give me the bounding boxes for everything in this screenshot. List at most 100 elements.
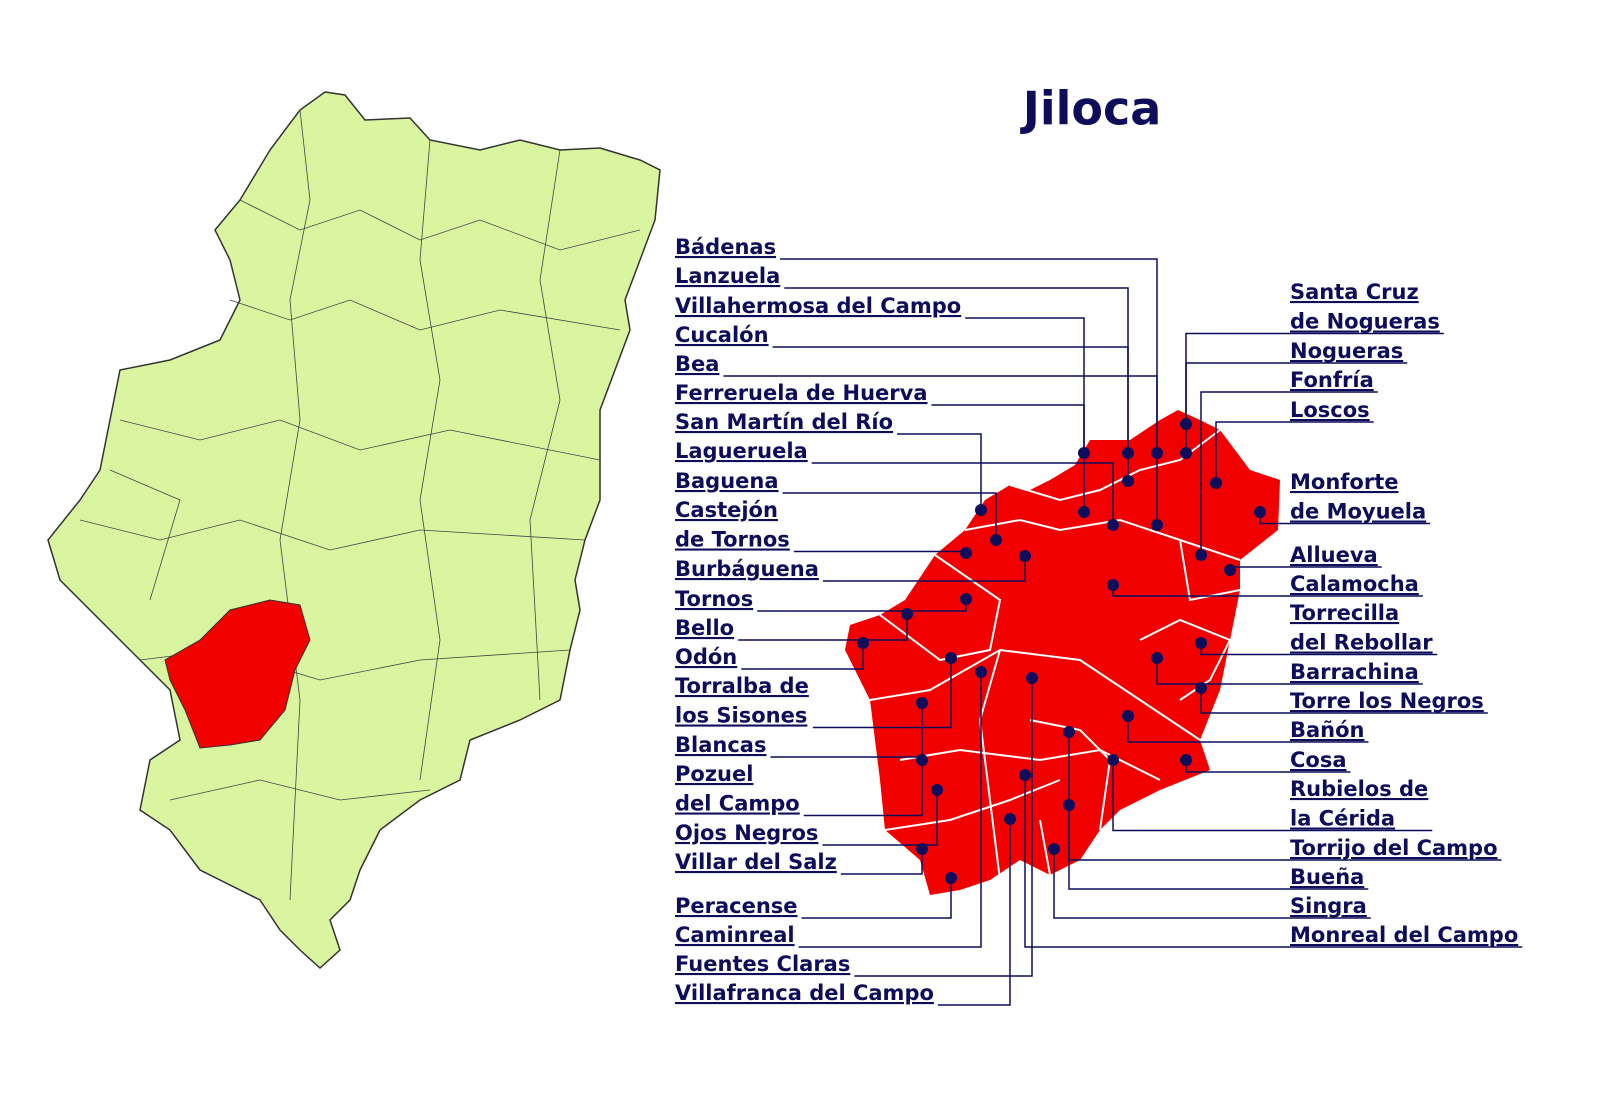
place-label: Odón — [675, 645, 737, 669]
label-line: Cucalón — [675, 323, 769, 347]
place-dot — [1048, 843, 1060, 855]
leader-line — [897, 433, 982, 510]
jiloca-region — [845, 410, 1280, 895]
label-line: los Sisones — [675, 704, 807, 728]
title: Jiloca — [1020, 82, 1162, 136]
label-line: Villar del Salz — [675, 850, 837, 874]
label-line: Villahermosa del Campo — [675, 294, 961, 318]
label-line: la Cérida — [1290, 807, 1395, 831]
place-label: Villafranca del Campo — [675, 981, 934, 1005]
place-label: Ojos Negros — [675, 821, 818, 845]
place-label: Villahermosa del Campo — [675, 294, 961, 318]
place-label: Loscos — [1290, 398, 1370, 422]
label-line: Bádenas — [675, 235, 776, 259]
label-line: Burbáguena — [675, 557, 819, 581]
place-dot — [960, 593, 972, 605]
place-label: Lagueruela — [675, 439, 808, 463]
aragon — [47, 91, 661, 970]
label-line: Fuentes Claras — [675, 952, 850, 976]
leader-line — [1068, 805, 1369, 890]
place-dot — [1151, 519, 1163, 531]
leader-line — [1053, 849, 1371, 919]
leader-line — [723, 375, 1158, 525]
label-line: Singra — [1290, 894, 1367, 918]
place-dot — [1107, 754, 1119, 766]
place-label: Santa Cruz de Nogueras — [1290, 280, 1440, 334]
label-line: Bello — [675, 616, 734, 640]
place-dot — [1019, 769, 1031, 781]
label-line: Bueña — [1290, 865, 1364, 889]
place-label: Fuentes Claras — [675, 952, 850, 976]
place-label: Torralba de los Sisones — [675, 674, 809, 728]
place-dot — [1122, 710, 1134, 722]
place-label: Nogueras — [1290, 339, 1403, 363]
leader-line — [1127, 716, 1369, 743]
jiloca-borders — [869, 429, 1241, 881]
place-dot — [857, 637, 869, 649]
place-label: Baguena — [675, 469, 779, 493]
label-line: Monforte — [1290, 470, 1398, 494]
place-dot — [1107, 519, 1119, 531]
place-label: Ferreruela de Huerva — [675, 381, 928, 405]
place-dot — [1195, 682, 1207, 694]
label-line: Allueva — [1290, 543, 1378, 567]
place-label: Caminreal — [675, 923, 795, 947]
leader-line — [854, 678, 1033, 977]
place-label: Monforte de Moyuela — [1290, 470, 1426, 524]
label-line: de Moyuela — [1290, 500, 1426, 524]
leader-line — [1024, 775, 1523, 948]
place-dot — [1195, 637, 1207, 649]
leader-line — [1229, 566, 1382, 570]
place-label: Singra — [1290, 894, 1367, 918]
label-line: del Rebollar — [1290, 631, 1433, 655]
label-line: Pozuel — [675, 762, 753, 786]
place-label: Fonfría — [1290, 368, 1374, 392]
label-line: Rubielos de — [1290, 777, 1428, 801]
place-label: Allueva — [1290, 543, 1378, 567]
place-dot — [1195, 549, 1207, 561]
place-dot — [916, 843, 928, 855]
place-label: Blancas — [675, 733, 766, 757]
label-line: Peracense — [675, 894, 798, 918]
place-dot — [1063, 726, 1075, 738]
place-dot — [975, 504, 987, 516]
label-line: Monreal del Campo — [1290, 923, 1518, 947]
place-label: Burbáguena — [675, 557, 819, 581]
label-line: Caminreal — [675, 923, 795, 947]
place-label: Castejón de Tornos — [675, 498, 790, 552]
place-label: Bello — [675, 616, 734, 640]
leader-line — [822, 556, 1026, 582]
label-line: San Martín del Río — [675, 410, 893, 434]
place-dot — [990, 534, 1002, 546]
place-dot — [931, 784, 943, 796]
leader-line — [1200, 688, 1488, 714]
place-label: Villar del Salz — [675, 850, 837, 874]
place-dot — [901, 608, 913, 620]
place-label: Bea — [675, 352, 719, 376]
leader-line — [1112, 760, 1433, 832]
leader-line — [937, 819, 1011, 1006]
place-dot — [945, 872, 957, 884]
place-dot — [1224, 564, 1236, 576]
place-label: Cosa — [1290, 748, 1347, 772]
place-label: Tornos — [675, 587, 753, 611]
place-dot — [1180, 447, 1192, 459]
leader-line — [812, 658, 952, 729]
label-line: Fonfría — [1290, 368, 1374, 392]
place-dot — [1078, 506, 1090, 518]
leader-line — [1185, 362, 1408, 424]
place-label: Torrecilla del Rebollar — [1290, 601, 1433, 655]
label-line: Ferreruela de Huerva — [675, 381, 928, 405]
leader-line — [1068, 732, 1502, 861]
place-dot — [1180, 418, 1192, 430]
leader-line — [1156, 658, 1423, 685]
place-label: Bádenas — [675, 235, 776, 259]
place-label: Peracense — [675, 894, 798, 918]
label-line: Calamocha — [1290, 572, 1419, 596]
place-label: Calamocha — [1290, 572, 1419, 596]
leader-line — [811, 462, 1114, 525]
place-dot — [1180, 754, 1192, 766]
leader-line — [1215, 421, 1374, 483]
label-line: Cosa — [1290, 748, 1347, 772]
